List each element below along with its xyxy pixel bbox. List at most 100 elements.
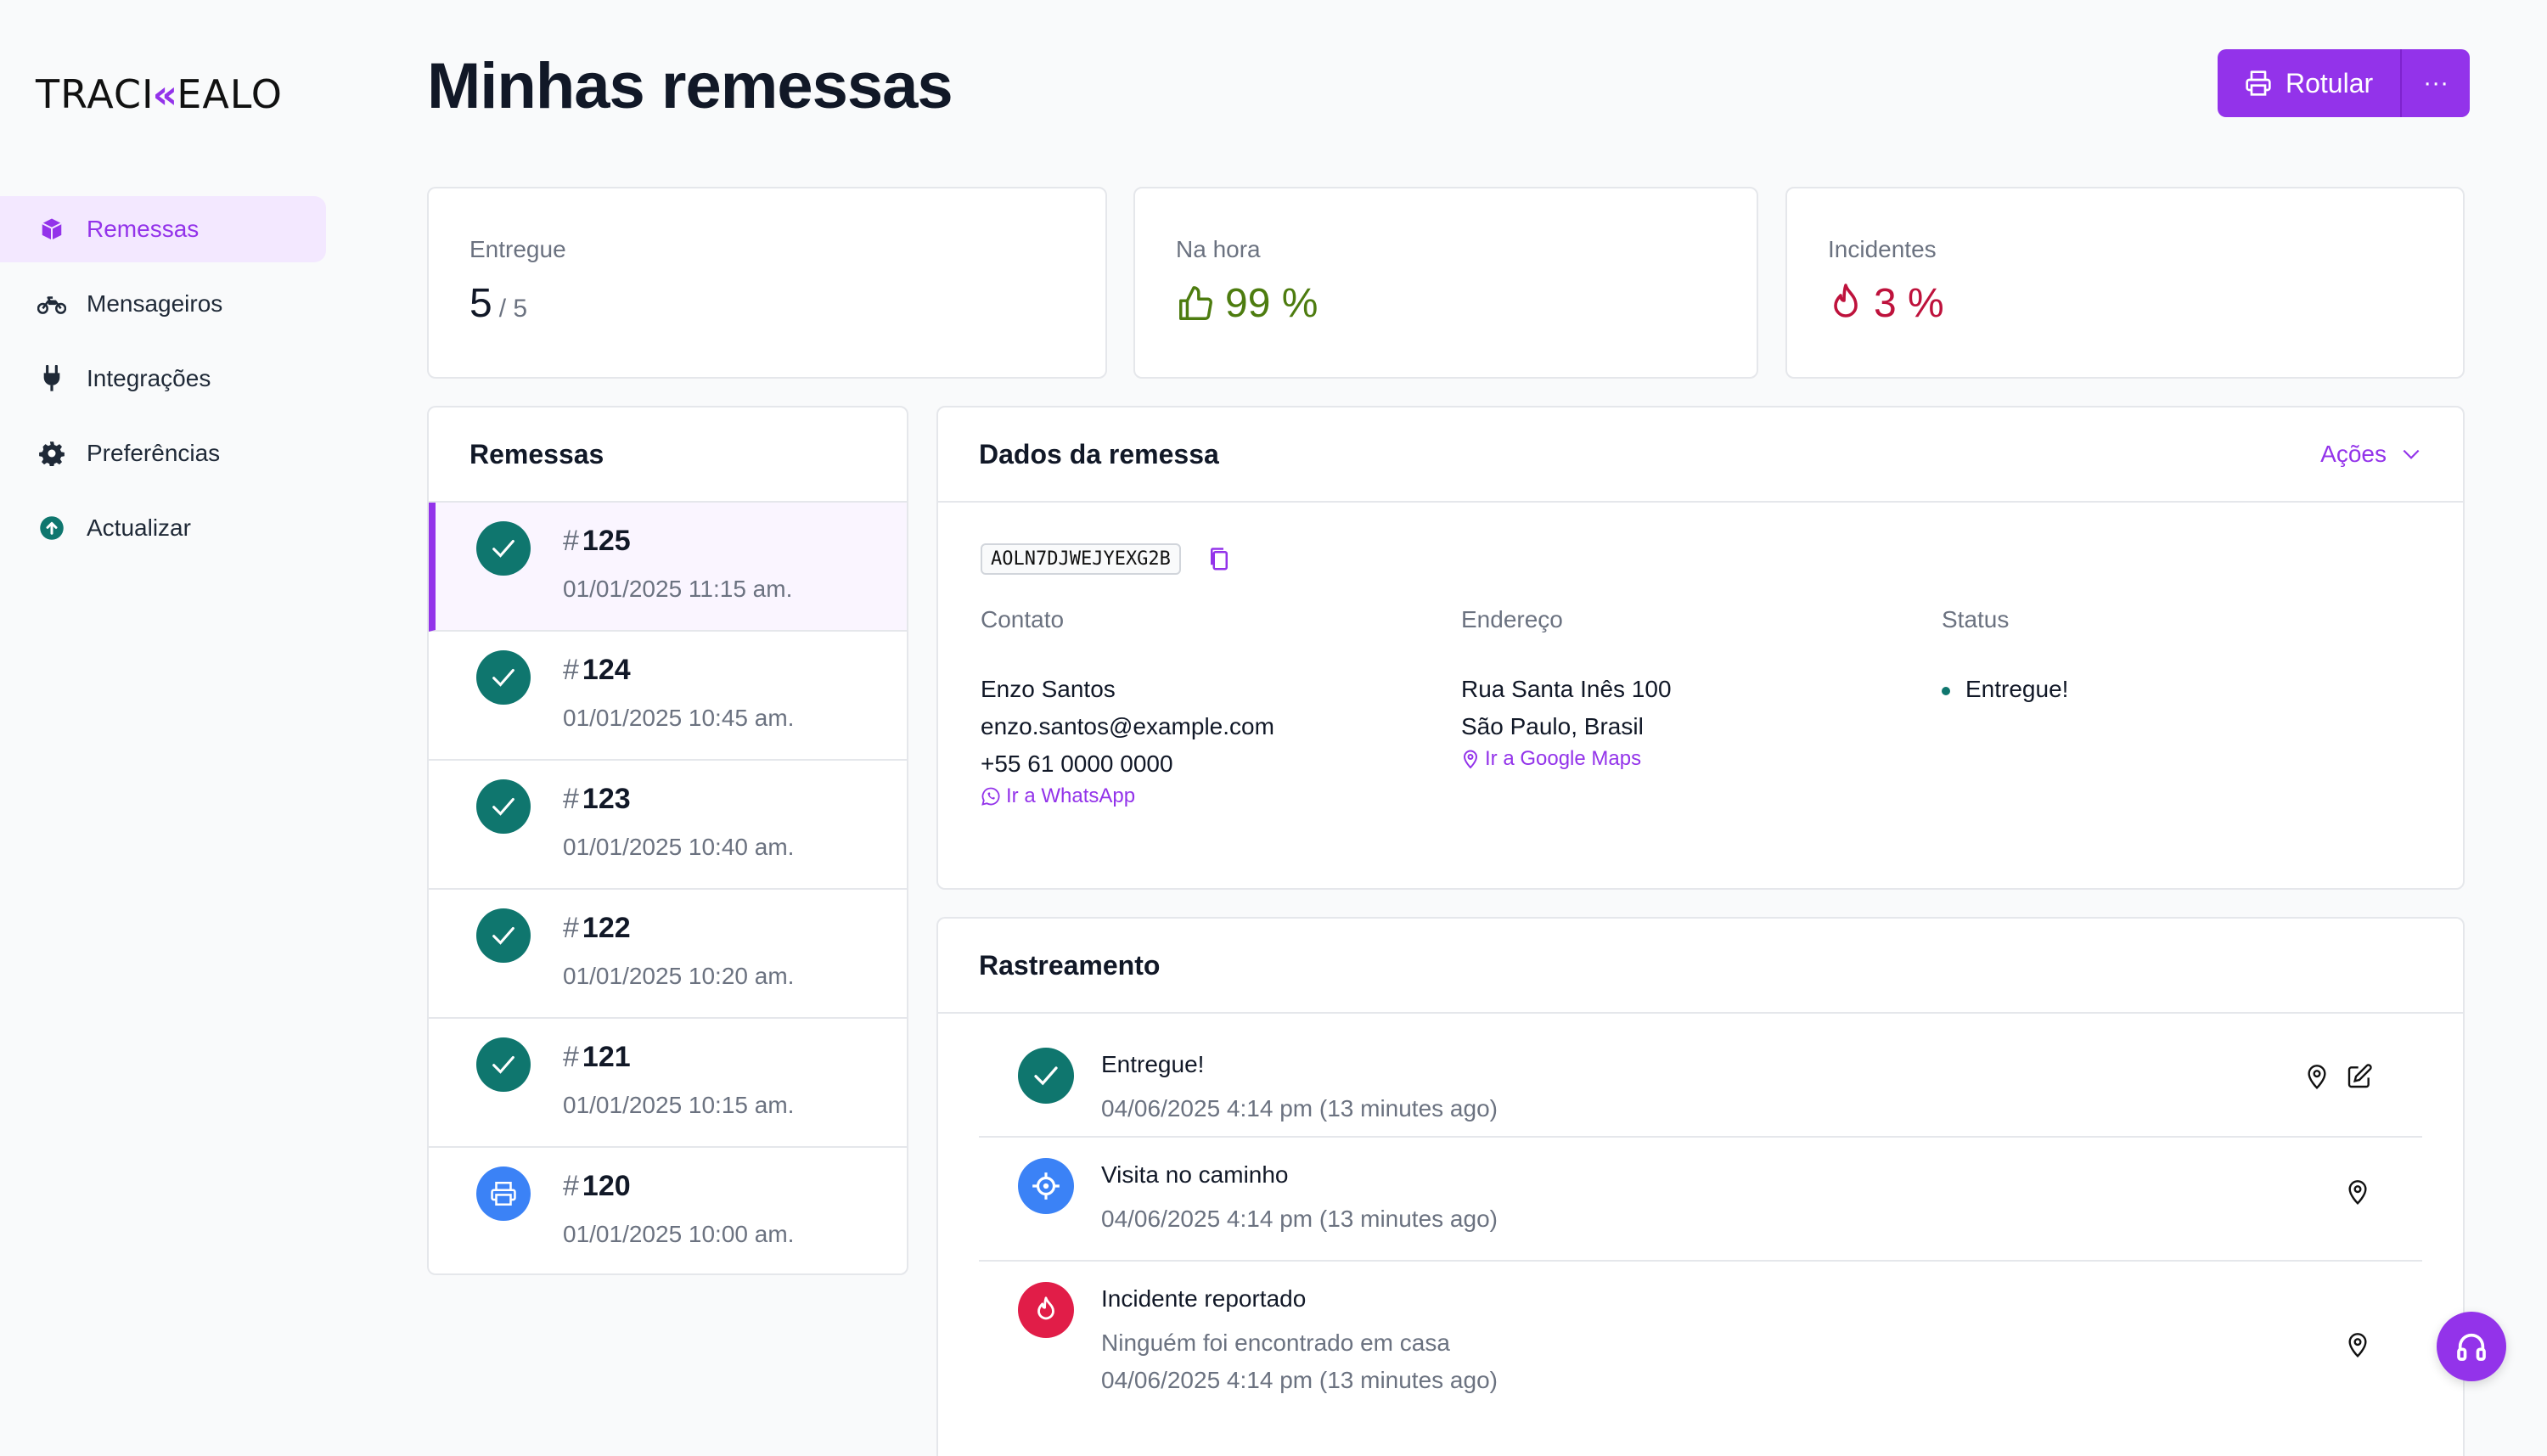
box-icon bbox=[37, 215, 66, 244]
event-time: 04/06/2025 4:14 pm (13 minutes ago) bbox=[1101, 1206, 1498, 1232]
contact-column: Contato Enzo Santos enzo.santos@example.… bbox=[981, 606, 1274, 808]
sidebar-item-label: Remessas bbox=[87, 216, 200, 242]
contact-phone: +55 61 0000 0000 bbox=[981, 750, 1173, 777]
status-info: Entregue! bbox=[1942, 671, 2068, 708]
shipment-row-123[interactable]: #123 01/01/2025 10:40 am. bbox=[429, 761, 907, 890]
stat-card-incidents: Incidentes 3 % bbox=[1785, 187, 2465, 379]
shipment-number: #120 bbox=[563, 1170, 631, 1202]
shipment-details-title: Dados da remessa bbox=[979, 438, 1219, 469]
sidebar-item-preferencias[interactable]: Preferências bbox=[0, 420, 326, 486]
shipment-row-122[interactable]: #122 01/01/2025 10:20 am. bbox=[429, 890, 907, 1019]
thumbs-up-icon bbox=[1179, 285, 1212, 320]
copy-icon[interactable] bbox=[1208, 547, 1230, 576]
shipment-row-121[interactable]: #121 01/01/2025 10:15 am. bbox=[429, 1019, 907, 1148]
delivered-total: / 5 bbox=[498, 295, 528, 323]
label-button-group: Rotular ··· bbox=[2218, 49, 2471, 117]
shipment-details-header: Dados da remessa Ações bbox=[938, 408, 2463, 503]
sidebar-item-remessas[interactable]: Remessas bbox=[0, 196, 326, 262]
whatsapp-link[interactable]: Ir a WhatsApp bbox=[981, 784, 1274, 808]
event-title: Incidente reportado bbox=[1101, 1285, 1307, 1312]
sidebar-item-label: Mensageiros bbox=[87, 290, 223, 317]
address-column: Endereço Rua Santa Inês 100 São Paulo, B… bbox=[1461, 606, 1672, 771]
stat-card-on-time: Na hora 99 % bbox=[1133, 187, 1758, 379]
gear-icon bbox=[37, 439, 66, 468]
address-info: Rua Santa Inês 100 São Paulo, Brasil bbox=[1461, 671, 1672, 745]
shipment-number: #124 bbox=[563, 654, 631, 686]
contact-info: Enzo Santos enzo.santos@example.com +55 … bbox=[981, 671, 1274, 783]
check-circle-icon bbox=[476, 650, 531, 705]
address-label: Endereço bbox=[1461, 606, 1563, 632]
on-time-percent: 99 % bbox=[1225, 281, 1318, 326]
shipment-number: #125 bbox=[563, 525, 631, 557]
tracking-card: Rastreamento Entregue! 04/06/2025 4:14 p… bbox=[936, 917, 2465, 1456]
event-time: 04/06/2025 4:14 pm (13 minutes ago) bbox=[1101, 1367, 1498, 1393]
more-options-button[interactable]: ··· bbox=[2423, 69, 2449, 97]
shipment-date: 01/01/2025 10:20 am. bbox=[563, 963, 795, 989]
hash-icon: # bbox=[563, 783, 579, 815]
stat-value: 5 / 5 bbox=[469, 280, 527, 327]
tracking-event-delivered: Entregue! 04/06/2025 4:14 pm (13 minutes… bbox=[979, 1014, 2422, 1138]
shipment-date: 01/01/2025 10:00 am. bbox=[563, 1221, 795, 1247]
sidebar-item-mensageiros[interactable]: Mensageiros bbox=[0, 271, 326, 337]
check-circle-icon bbox=[476, 908, 531, 963]
crosshair-circle-icon bbox=[1018, 1158, 1074, 1214]
map-pin-icon[interactable] bbox=[2342, 1177, 2373, 1207]
flame-icon bbox=[1834, 283, 1858, 318]
stat-value: 3 % bbox=[1828, 280, 1944, 327]
label-button[interactable]: Rotular bbox=[2218, 49, 2403, 117]
contact-label: Contato bbox=[981, 606, 1065, 632]
stat-value: 99 % bbox=[1176, 280, 1318, 327]
edit-icon[interactable] bbox=[2344, 1061, 2375, 1092]
shipment-details-card: Dados da remessa Ações AOLN7DJWEJYEXG2B … bbox=[936, 406, 2465, 890]
map-pin-icon[interactable] bbox=[2342, 1330, 2373, 1360]
sidebar-item-integracoes[interactable]: Integrações bbox=[0, 346, 326, 412]
motorcycle-icon bbox=[37, 290, 66, 318]
tracking-event-incident: Incidente reportado Ninguém foi encontra… bbox=[979, 1262, 2422, 1423]
check-circle-icon bbox=[1018, 1048, 1074, 1104]
contact-email: enzo.santos@example.com bbox=[981, 713, 1274, 739]
tracking-event-visit: Visita no caminho 04/06/2025 4:14 pm (13… bbox=[979, 1138, 2422, 1262]
sidebar-nav: Remessas Mensageiros Integrações Preferê… bbox=[0, 196, 326, 570]
shipments-list-title: Remessas bbox=[429, 408, 907, 503]
shipment-row-120[interactable]: #120 01/01/2025 10:00 am. bbox=[429, 1148, 907, 1273]
google-maps-link[interactable]: Ir a Google Maps bbox=[1461, 747, 1672, 771]
shipment-date: 01/01/2025 10:45 am. bbox=[563, 705, 795, 731]
event-title: Visita no caminho bbox=[1101, 1161, 1289, 1188]
shipment-row-125[interactable]: #125 01/01/2025 11:15 am. bbox=[429, 503, 907, 632]
sidebar-item-label: Preferências bbox=[87, 440, 221, 466]
address-line-2: São Paulo, Brasil bbox=[1461, 713, 1644, 739]
status-label: Status bbox=[1942, 606, 2010, 632]
shipment-row-124[interactable]: #124 01/01/2025 10:45 am. bbox=[429, 632, 907, 761]
sidebar-item-actualizar[interactable]: Actualizar bbox=[0, 495, 326, 561]
page-title: Minhas remessas bbox=[427, 50, 953, 122]
tracking-title: Rastreamento bbox=[938, 919, 2463, 1014]
hash-icon: # bbox=[563, 654, 579, 686]
shipment-number: #123 bbox=[563, 783, 631, 815]
status-dot bbox=[1942, 686, 1950, 695]
hash-icon: # bbox=[563, 1041, 579, 1073]
check-circle-icon bbox=[476, 779, 531, 834]
shipment-number: #121 bbox=[563, 1041, 631, 1073]
shipment-number: #122 bbox=[563, 912, 631, 944]
event-note: Ninguém foi encontrado em casa bbox=[1101, 1330, 1450, 1356]
chevron-down-icon bbox=[2403, 449, 2420, 459]
printer-icon bbox=[2246, 70, 2271, 96]
actions-dropdown[interactable]: Ações bbox=[2320, 441, 2422, 468]
map-pin-icon[interactable] bbox=[2302, 1061, 2332, 1092]
hash-icon: # bbox=[563, 525, 579, 557]
flame-circle-icon bbox=[1018, 1282, 1074, 1338]
delivered-count: 5 bbox=[469, 281, 492, 326]
brand-logo[interactable]: TRACI «EALO bbox=[36, 71, 283, 117]
contact-name: Enzo Santos bbox=[981, 676, 1116, 702]
event-title: Entregue! bbox=[1101, 1051, 1205, 1077]
stat-label: Incidentes bbox=[1828, 236, 1937, 262]
actions-label: Ações bbox=[2320, 441, 2387, 467]
stat-card-delivered: Entregue 5 / 5 bbox=[427, 187, 1107, 379]
logo-text-right: EALO bbox=[177, 71, 283, 117]
shipments-list-card: Remessas #125 01/01/2025 11:15 am. #124 … bbox=[427, 406, 908, 1275]
shipment-date: 01/01/2025 10:40 am. bbox=[563, 834, 795, 860]
plug-icon bbox=[37, 364, 66, 393]
map-pin-icon bbox=[1463, 750, 1478, 769]
logo-text-left: TRACI bbox=[36, 71, 155, 117]
support-button[interactable] bbox=[2437, 1312, 2506, 1381]
